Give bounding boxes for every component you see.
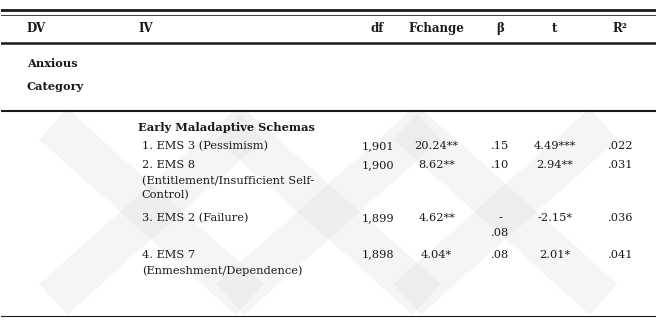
Text: 1,899: 1,899 — [361, 213, 394, 223]
Text: R²: R² — [613, 22, 627, 35]
Text: (Enmeshment/Dependence): (Enmeshment/Dependence) — [142, 265, 302, 276]
Text: 4.49***: 4.49*** — [533, 141, 576, 151]
Text: .036: .036 — [608, 213, 633, 223]
Text: 4.04*: 4.04* — [421, 249, 452, 259]
Text: (Entitlement/Insufficient Self-: (Entitlement/Insufficient Self- — [142, 176, 314, 187]
Text: 1,900: 1,900 — [361, 160, 394, 170]
Text: .08: .08 — [491, 249, 509, 259]
Text: .022: .022 — [608, 141, 633, 151]
Text: 2.01*: 2.01* — [539, 249, 570, 259]
Text: Early Maladaptive Schemas: Early Maladaptive Schemas — [139, 123, 315, 133]
Text: .031: .031 — [608, 160, 633, 170]
Text: 8.62**: 8.62** — [419, 160, 455, 170]
Text: Category: Category — [27, 81, 84, 92]
Text: β: β — [496, 22, 504, 35]
Text: .15: .15 — [491, 141, 509, 151]
Text: .041: .041 — [608, 249, 633, 259]
Text: 4.62**: 4.62** — [419, 213, 455, 223]
Text: 3. EMS 2 (Failure): 3. EMS 2 (Failure) — [142, 213, 248, 223]
Text: -: - — [498, 213, 502, 223]
Text: 20.24**: 20.24** — [415, 141, 459, 151]
Text: IV: IV — [139, 22, 153, 35]
Text: Control): Control) — [142, 190, 189, 200]
Text: DV: DV — [27, 22, 46, 35]
Text: Anxious: Anxious — [27, 58, 78, 69]
Text: .08: .08 — [491, 228, 509, 238]
Text: Fchange: Fchange — [409, 22, 464, 35]
Text: df: df — [371, 22, 384, 35]
Text: 2. EMS 8: 2. EMS 8 — [142, 160, 194, 170]
Text: 1. EMS 3 (Pessimism): 1. EMS 3 (Pessimism) — [142, 141, 268, 151]
Text: 1,901: 1,901 — [361, 141, 394, 151]
Text: .10: .10 — [491, 160, 509, 170]
Text: 1,898: 1,898 — [361, 249, 394, 259]
Text: 4. EMS 7: 4. EMS 7 — [142, 249, 194, 259]
Text: t: t — [552, 22, 557, 35]
Text: -2.15*: -2.15* — [537, 213, 572, 223]
Text: 2.94**: 2.94** — [536, 160, 573, 170]
